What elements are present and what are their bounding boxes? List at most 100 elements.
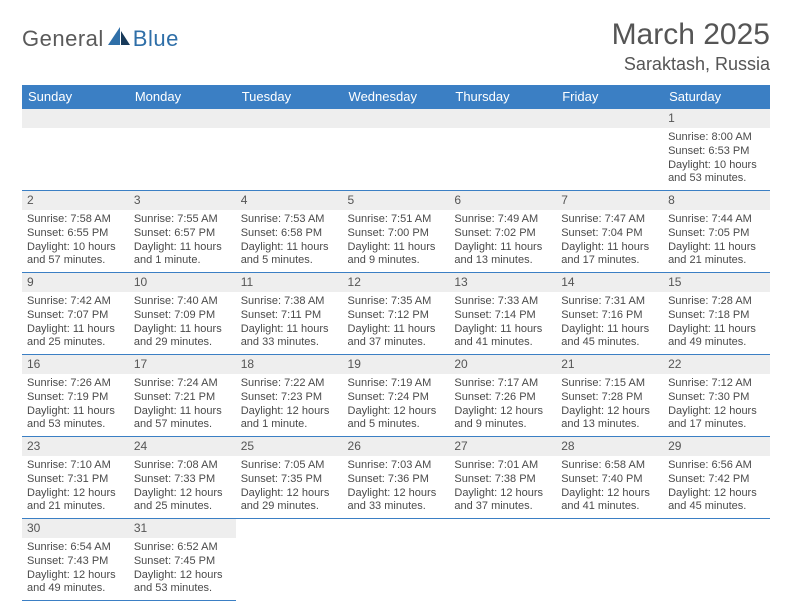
sunrise-line: Sunrise: 7:42 AM	[27, 295, 124, 309]
month-title: March 2025	[612, 18, 770, 52]
daylight-line: Daylight: 12 hours and 5 minutes.	[348, 405, 445, 433]
logo: General Blue	[22, 26, 179, 52]
sunrise-line: Sunrise: 7:51 AM	[348, 213, 445, 227]
sunrise-line: Sunrise: 6:54 AM	[27, 541, 124, 555]
sunset-line: Sunset: 7:16 PM	[561, 309, 658, 323]
day-number: 6	[449, 191, 556, 210]
day-body: Sunrise: 7:24 AMSunset: 7:21 PMDaylight:…	[129, 374, 236, 436]
sunset-line: Sunset: 7:24 PM	[348, 391, 445, 405]
day-cell-12: 12Sunrise: 7:35 AMSunset: 7:12 PMDayligh…	[343, 273, 450, 355]
day-body: Sunrise: 7:12 AMSunset: 7:30 PMDaylight:…	[663, 374, 770, 436]
day-body: Sunrise: 6:52 AMSunset: 7:45 PMDaylight:…	[129, 538, 236, 600]
sunset-line: Sunset: 7:40 PM	[561, 473, 658, 487]
day-number: 28	[556, 437, 663, 456]
daylight-line: Daylight: 11 hours and 37 minutes.	[348, 323, 445, 351]
day-body: Sunrise: 7:51 AMSunset: 7:00 PMDaylight:…	[343, 210, 450, 272]
daylight-line: Daylight: 11 hours and 41 minutes.	[454, 323, 551, 351]
sunrise-line: Sunrise: 7:38 AM	[241, 295, 338, 309]
day-body: Sunrise: 7:15 AMSunset: 7:28 PMDaylight:…	[556, 374, 663, 436]
sunrise-line: Sunrise: 7:44 AM	[668, 213, 765, 227]
day-body: Sunrise: 7:44 AMSunset: 7:05 PMDaylight:…	[663, 210, 770, 272]
sunrise-line: Sunrise: 7:17 AM	[454, 377, 551, 391]
day-number: 4	[236, 191, 343, 210]
day-number: 17	[129, 355, 236, 374]
day-cell-11: 11Sunrise: 7:38 AMSunset: 7:11 PMDayligh…	[236, 273, 343, 355]
calendar-row: 16Sunrise: 7:26 AMSunset: 7:19 PMDayligh…	[22, 355, 770, 437]
day-body: Sunrise: 7:55 AMSunset: 6:57 PMDaylight:…	[129, 210, 236, 272]
daylight-line: Daylight: 11 hours and 49 minutes.	[668, 323, 765, 351]
sunrise-line: Sunrise: 7:47 AM	[561, 213, 658, 227]
daylight-line: Daylight: 12 hours and 33 minutes.	[348, 487, 445, 515]
weekday-sunday: Sunday	[22, 85, 129, 109]
day-number: 3	[129, 191, 236, 210]
daylight-line: Daylight: 12 hours and 1 minute.	[241, 405, 338, 433]
day-cell-31: 31Sunrise: 6:52 AMSunset: 7:45 PMDayligh…	[129, 519, 236, 601]
sunset-line: Sunset: 7:21 PM	[134, 391, 231, 405]
daylight-line: Daylight: 12 hours and 49 minutes.	[27, 569, 124, 597]
sunrise-line: Sunrise: 7:01 AM	[454, 459, 551, 473]
day-number: 26	[343, 437, 450, 456]
daylight-line: Daylight: 11 hours and 1 minute.	[134, 241, 231, 269]
sunset-line: Sunset: 7:43 PM	[27, 555, 124, 569]
header: General Blue March 2025 Saraktash, Russi…	[22, 18, 770, 75]
day-cell-18: 18Sunrise: 7:22 AMSunset: 7:23 PMDayligh…	[236, 355, 343, 437]
daylight-line: Daylight: 12 hours and 21 minutes.	[27, 487, 124, 515]
sunset-line: Sunset: 7:09 PM	[134, 309, 231, 323]
daylight-line: Daylight: 12 hours and 29 minutes.	[241, 487, 338, 515]
weekday-wednesday: Wednesday	[343, 85, 450, 109]
daylight-line: Daylight: 11 hours and 9 minutes.	[348, 241, 445, 269]
day-cell-14: 14Sunrise: 7:31 AMSunset: 7:16 PMDayligh…	[556, 273, 663, 355]
calendar-row: 1Sunrise: 8:00 AMSunset: 6:53 PMDaylight…	[22, 109, 770, 191]
sunset-line: Sunset: 7:36 PM	[348, 473, 445, 487]
sunrise-line: Sunrise: 7:49 AM	[454, 213, 551, 227]
weekday-thursday: Thursday	[449, 85, 556, 109]
day-body: Sunrise: 7:53 AMSunset: 6:58 PMDaylight:…	[236, 210, 343, 272]
sunset-line: Sunset: 7:18 PM	[668, 309, 765, 323]
daylight-line: Daylight: 11 hours and 13 minutes.	[454, 241, 551, 269]
day-number: 19	[343, 355, 450, 374]
empty-cell	[22, 109, 129, 191]
day-body: Sunrise: 7:49 AMSunset: 7:02 PMDaylight:…	[449, 210, 556, 272]
empty-cell	[663, 519, 770, 601]
weekday-monday: Monday	[129, 85, 236, 109]
sunrise-line: Sunrise: 6:52 AM	[134, 541, 231, 555]
daylight-line: Daylight: 12 hours and 9 minutes.	[454, 405, 551, 433]
day-body: Sunrise: 7:05 AMSunset: 7:35 PMDaylight:…	[236, 456, 343, 518]
daylight-line: Daylight: 12 hours and 45 minutes.	[668, 487, 765, 515]
empty-cell	[236, 519, 343, 601]
sunset-line: Sunset: 7:19 PM	[27, 391, 124, 405]
day-cell-16: 16Sunrise: 7:26 AMSunset: 7:19 PMDayligh…	[22, 355, 129, 437]
day-cell-26: 26Sunrise: 7:03 AMSunset: 7:36 PMDayligh…	[343, 437, 450, 519]
sunset-line: Sunset: 7:28 PM	[561, 391, 658, 405]
day-cell-17: 17Sunrise: 7:24 AMSunset: 7:21 PMDayligh…	[129, 355, 236, 437]
sunset-line: Sunset: 7:33 PM	[134, 473, 231, 487]
day-body: Sunrise: 6:54 AMSunset: 7:43 PMDaylight:…	[22, 538, 129, 600]
daylight-line: Daylight: 10 hours and 53 minutes.	[668, 159, 765, 187]
sunrise-line: Sunrise: 7:08 AM	[134, 459, 231, 473]
sunset-line: Sunset: 7:23 PM	[241, 391, 338, 405]
day-body: Sunrise: 7:22 AMSunset: 7:23 PMDaylight:…	[236, 374, 343, 436]
day-body: Sunrise: 8:00 AMSunset: 6:53 PMDaylight:…	[663, 128, 770, 190]
day-cell-30: 30Sunrise: 6:54 AMSunset: 7:43 PMDayligh…	[22, 519, 129, 601]
sunrise-line: Sunrise: 7:28 AM	[668, 295, 765, 309]
day-number: 11	[236, 273, 343, 292]
day-cell-13: 13Sunrise: 7:33 AMSunset: 7:14 PMDayligh…	[449, 273, 556, 355]
daylight-line: Daylight: 12 hours and 13 minutes.	[561, 405, 658, 433]
empty-cell	[556, 519, 663, 601]
day-body: Sunrise: 7:26 AMSunset: 7:19 PMDaylight:…	[22, 374, 129, 436]
day-cell-22: 22Sunrise: 7:12 AMSunset: 7:30 PMDayligh…	[663, 355, 770, 437]
day-cell-25: 25Sunrise: 7:05 AMSunset: 7:35 PMDayligh…	[236, 437, 343, 519]
sunrise-line: Sunrise: 7:05 AM	[241, 459, 338, 473]
day-number: 31	[129, 519, 236, 538]
daylight-line: Daylight: 11 hours and 53 minutes.	[27, 405, 124, 433]
day-body: Sunrise: 7:19 AMSunset: 7:24 PMDaylight:…	[343, 374, 450, 436]
logo-text-general: General	[22, 26, 104, 52]
daylight-line: Daylight: 12 hours and 37 minutes.	[454, 487, 551, 515]
daylight-line: Daylight: 12 hours and 17 minutes.	[668, 405, 765, 433]
day-body: Sunrise: 6:58 AMSunset: 7:40 PMDaylight:…	[556, 456, 663, 518]
daylight-line: Daylight: 11 hours and 45 minutes.	[561, 323, 658, 351]
daylight-line: Daylight: 11 hours and 5 minutes.	[241, 241, 338, 269]
calendar-row: 30Sunrise: 6:54 AMSunset: 7:43 PMDayligh…	[22, 519, 770, 601]
day-body: Sunrise: 7:38 AMSunset: 7:11 PMDaylight:…	[236, 292, 343, 354]
day-cell-9: 9Sunrise: 7:42 AMSunset: 7:07 PMDaylight…	[22, 273, 129, 355]
